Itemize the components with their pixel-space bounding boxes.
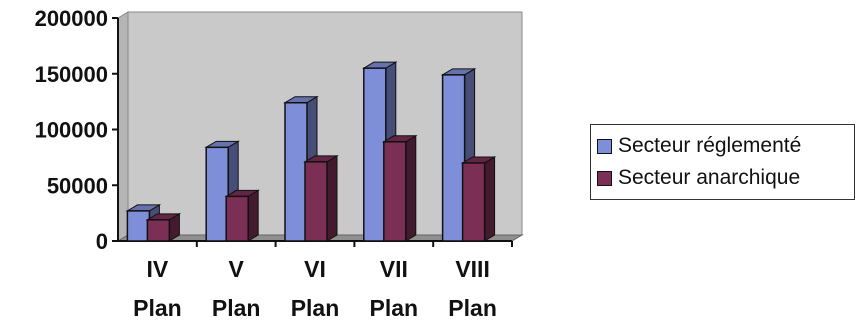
bar-front [126, 210, 151, 242]
legend-item-secteur-anarchique: Secteur anarchique [597, 165, 800, 191]
x-category-label-4-0: VIII [455, 256, 490, 282]
bars [125, 61, 497, 242]
y-tick-label-50000: 50000 [47, 173, 108, 198]
legend: Secteur réglementé Secteur anarchique [590, 124, 855, 200]
x-category-label-2-1: Plan [291, 295, 340, 321]
bar-anarchique-0 [145, 212, 182, 242]
bar-front [461, 162, 486, 242]
bar-front [383, 141, 407, 242]
x-category-label-0-1: Plan [133, 295, 182, 321]
bar-side [326, 154, 338, 242]
x-category-label-1-1: Plan [212, 295, 261, 321]
legend-item-secteur-reglemente: Secteur réglementé [597, 133, 801, 159]
bar-front [284, 101, 308, 242]
x-category-label-3-1: Plan [370, 295, 419, 321]
bar-front [304, 161, 328, 242]
y-axis-tick-labels: 0 50000 100000 150000 200000 [35, 6, 108, 254]
y-tick-label-200000: 200000 [35, 6, 108, 31]
x-category-label-4-1: Plan [448, 295, 497, 321]
bar-anarchique-1 [224, 189, 261, 242]
legend-label-secteur-reglemente: Secteur réglementé [618, 134, 802, 157]
x-category-label-0-0: IV [147, 256, 169, 282]
bar-side [484, 156, 496, 242]
y-tick-label-100000: 100000 [35, 118, 108, 143]
x-category-label-2-0: VI [304, 256, 326, 282]
legend-swatch-secteur-anarchique [597, 170, 612, 186]
y-tick-label-0: 0 [96, 229, 108, 254]
bar-front [363, 67, 387, 242]
bar-front [205, 146, 229, 242]
legend-swatch-secteur-reglemente [597, 138, 612, 154]
x-category-label-3-0: VII [380, 256, 408, 282]
bar-front [146, 219, 171, 242]
bar-front [225, 195, 249, 242]
bar-anarchique-4 [460, 156, 497, 242]
bar-side [247, 189, 259, 242]
bar-anarchique-3 [381, 134, 418, 242]
bar-side [405, 134, 417, 242]
x-category-label-1-0: V [229, 256, 245, 282]
y-tick-label-150000: 150000 [35, 62, 108, 87]
plot-side-wall [117, 11, 129, 242]
x-axis-category-labels: IV Plan V Plan VI Plan VII Plan VIII Plan [133, 256, 497, 321]
bar-anarchique-2 [303, 154, 339, 242]
legend-label-secteur-anarchique: Secteur anarchique [618, 166, 801, 189]
bar-front [441, 74, 466, 242]
